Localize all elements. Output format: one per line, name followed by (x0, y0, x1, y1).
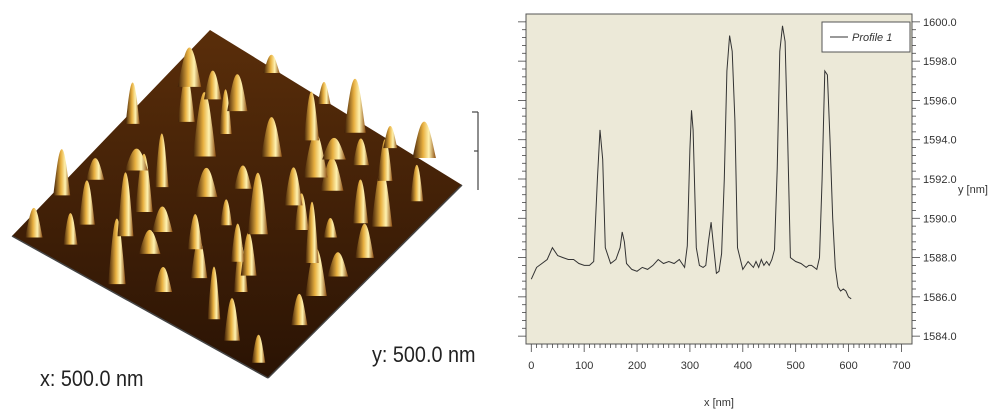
x-tick-label: 300 (681, 360, 699, 372)
y-tick-label: 1596.0 (923, 95, 957, 107)
afm-peak (371, 168, 393, 227)
x-tick-label: 100 (575, 360, 593, 372)
afm-peak (383, 126, 398, 149)
afm-peak (154, 266, 173, 292)
afm-peak (204, 70, 222, 100)
afm-3d-topography-panel: x: 500.0 nm y: 500.0 nm (11, 30, 479, 391)
x-tick-label: 200 (628, 360, 646, 372)
afm-peak (303, 133, 328, 178)
plot-area (525, 13, 913, 345)
afm-peak (230, 223, 245, 262)
afm-peak (124, 148, 149, 171)
afm-peak (219, 89, 232, 134)
afm-peak (320, 158, 344, 191)
afm-peak (135, 153, 153, 212)
x-tick-label: 600 (839, 360, 857, 372)
afm-peak (53, 149, 71, 196)
y-tick-label: 1592.0 (923, 174, 957, 186)
afm-peak (294, 193, 309, 230)
afm-peak (322, 137, 346, 160)
afm-peak (224, 298, 240, 341)
afm-front-edge (11, 235, 269, 379)
afm-peak (305, 201, 319, 263)
afm-peak (352, 138, 369, 166)
profile-chart-panel: 0 100 200 300 400 500 600 700 1584.0 1586.0 1588.… (500, 0, 1000, 414)
afm-peak (410, 164, 424, 202)
afm-peak (187, 214, 203, 250)
afm-peak (261, 117, 282, 157)
legend-entry-profile-1: Profile 1 (852, 32, 892, 44)
y-axis-ticks: 1584.0 1586.0 1588.0 1590.0 1592.0 1594.0 1596… (518, 17, 957, 343)
y-tick-label: 1598.0 (923, 56, 957, 68)
afm-peak (323, 218, 338, 238)
afm-peak (344, 78, 366, 133)
afm-y-size-label: y: 500.0 nm (372, 342, 476, 367)
afm-peak (152, 206, 173, 232)
afm-x-size-label: x: 500.0 nm (40, 366, 144, 391)
afm-peak (117, 172, 134, 237)
afm-peak (177, 74, 195, 122)
x-axis-ticks: 0 100 200 300 400 500 600 700 (528, 344, 911, 372)
afm-peak (207, 266, 221, 320)
afm-peak (303, 91, 320, 141)
afm-peak (190, 239, 208, 279)
x-tick-label: 700 (892, 360, 910, 372)
afm-peak (305, 248, 327, 297)
afm-peak (247, 172, 268, 235)
afm-peak (220, 199, 233, 226)
afm-peak (284, 167, 303, 206)
afm-peak (192, 92, 216, 157)
x-tick-label: 400 (734, 360, 752, 372)
profile-line-chart: 0 100 200 300 400 500 600 700 1584.0 1586.0 1588.… (518, 13, 988, 409)
afm-peak (78, 180, 95, 225)
afm-peak (377, 139, 393, 181)
legend: Profile 1 (821, 21, 911, 53)
y-axis-title: y [nm] (958, 184, 988, 196)
afm-peak (355, 223, 374, 258)
y-tick-label: 1600.0 (923, 17, 957, 29)
y-tick-label: 1588.0 (923, 253, 957, 265)
y-tick-label: 1586.0 (923, 292, 957, 304)
afm-peak (233, 242, 248, 293)
afm-peak (177, 47, 202, 87)
afm-peak (195, 167, 218, 197)
y-tick-label: 1584.0 (923, 331, 957, 343)
afm-peak (86, 158, 105, 180)
afm-peak (412, 121, 436, 158)
afm-right-edge (267, 184, 463, 379)
afm-peak (317, 82, 331, 104)
afm-peak (25, 207, 43, 238)
afm-peak (234, 165, 252, 189)
afm-peak (263, 54, 280, 74)
afm-peaks (25, 47, 436, 363)
afm-peak (125, 82, 140, 124)
afm-peak (251, 334, 266, 363)
afm-peak (108, 218, 126, 285)
afm-peak (291, 293, 308, 326)
y-tick-label: 1594.0 (923, 135, 957, 147)
afm-peak (327, 252, 349, 277)
x-axis-title: x [nm] (704, 397, 734, 409)
x-tick-label: 0 (528, 360, 534, 372)
afm-peak (138, 229, 161, 254)
afm-peak (63, 213, 78, 245)
afm-peak (155, 133, 169, 188)
afm-3d-surface (11, 30, 479, 379)
x-tick-label: 500 (786, 360, 804, 372)
afm-peak (240, 232, 257, 276)
series-profile-1-line (530, 25, 852, 300)
y-tick-label: 1590.0 (923, 213, 957, 225)
afm-peak (352, 179, 369, 224)
afm-peak (227, 74, 248, 112)
